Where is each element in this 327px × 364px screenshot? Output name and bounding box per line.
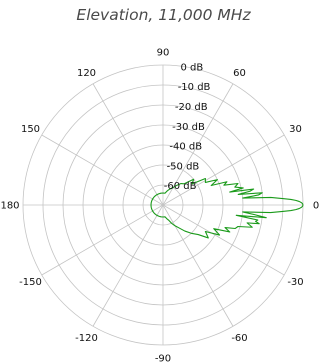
- grid-spoke-2: [162, 134, 285, 206]
- pattern-layer: [150, 177, 304, 239]
- grid-spoke-5: [162, 204, 234, 327]
- grid-spoke-8: [41, 204, 164, 276]
- grid-spoke-1: [162, 83, 234, 206]
- angle-tick-label: 180: [0, 201, 19, 212]
- grid-spoke-4: [162, 204, 285, 276]
- radial-tick-label: -50 dB: [167, 161, 200, 172]
- angle-tick-label: 150: [21, 124, 40, 135]
- radial-tick-label: -20 dB: [175, 102, 208, 113]
- angle-tick-label: -90: [155, 354, 171, 364]
- radial-tick-label: 0 dB: [180, 62, 203, 73]
- angle-tick-label: -60: [231, 333, 247, 344]
- angle-tick-label: 120: [77, 68, 96, 79]
- grid-spoke-11: [92, 83, 164, 206]
- angle-tick-label: -30: [287, 277, 303, 288]
- polar-grid: [22, 64, 304, 346]
- angle-tick-label: -150: [19, 277, 42, 288]
- angle-tick-label: 30: [289, 124, 302, 135]
- radial-tick-label: -30 dB: [172, 122, 205, 133]
- radial-tick-label: -40 dB: [169, 142, 202, 153]
- angle-tick-label: 60: [233, 68, 246, 79]
- angle-tick-label: -120: [75, 333, 98, 344]
- angle-tick-label: 90: [157, 48, 170, 59]
- radial-tick-label: -60 dB: [164, 181, 197, 192]
- angle-tick-label: 0: [313, 201, 319, 212]
- grid-spoke-7: [92, 204, 164, 327]
- chart-title: Elevation, 11,000 MHz: [76, 6, 251, 24]
- radial-tick-label: -10 dB: [178, 82, 211, 93]
- pattern-series-0: [150, 177, 304, 239]
- grid-spoke-10: [41, 134, 164, 206]
- angle-labels: 90 60 30 0 -30 -60 -90 -120 -150 180 150 120: [0, 48, 319, 364]
- radial-labels: 0 dB -10 dB -20 dB -30 dB -40 dB -50 dB -60 dB: [164, 62, 211, 192]
